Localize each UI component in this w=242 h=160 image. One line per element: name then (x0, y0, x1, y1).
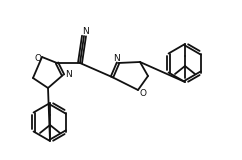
Text: N: N (82, 27, 88, 36)
Text: N: N (114, 53, 120, 63)
Text: N: N (65, 69, 71, 79)
Text: O: O (139, 88, 146, 97)
Text: O: O (35, 53, 41, 63)
